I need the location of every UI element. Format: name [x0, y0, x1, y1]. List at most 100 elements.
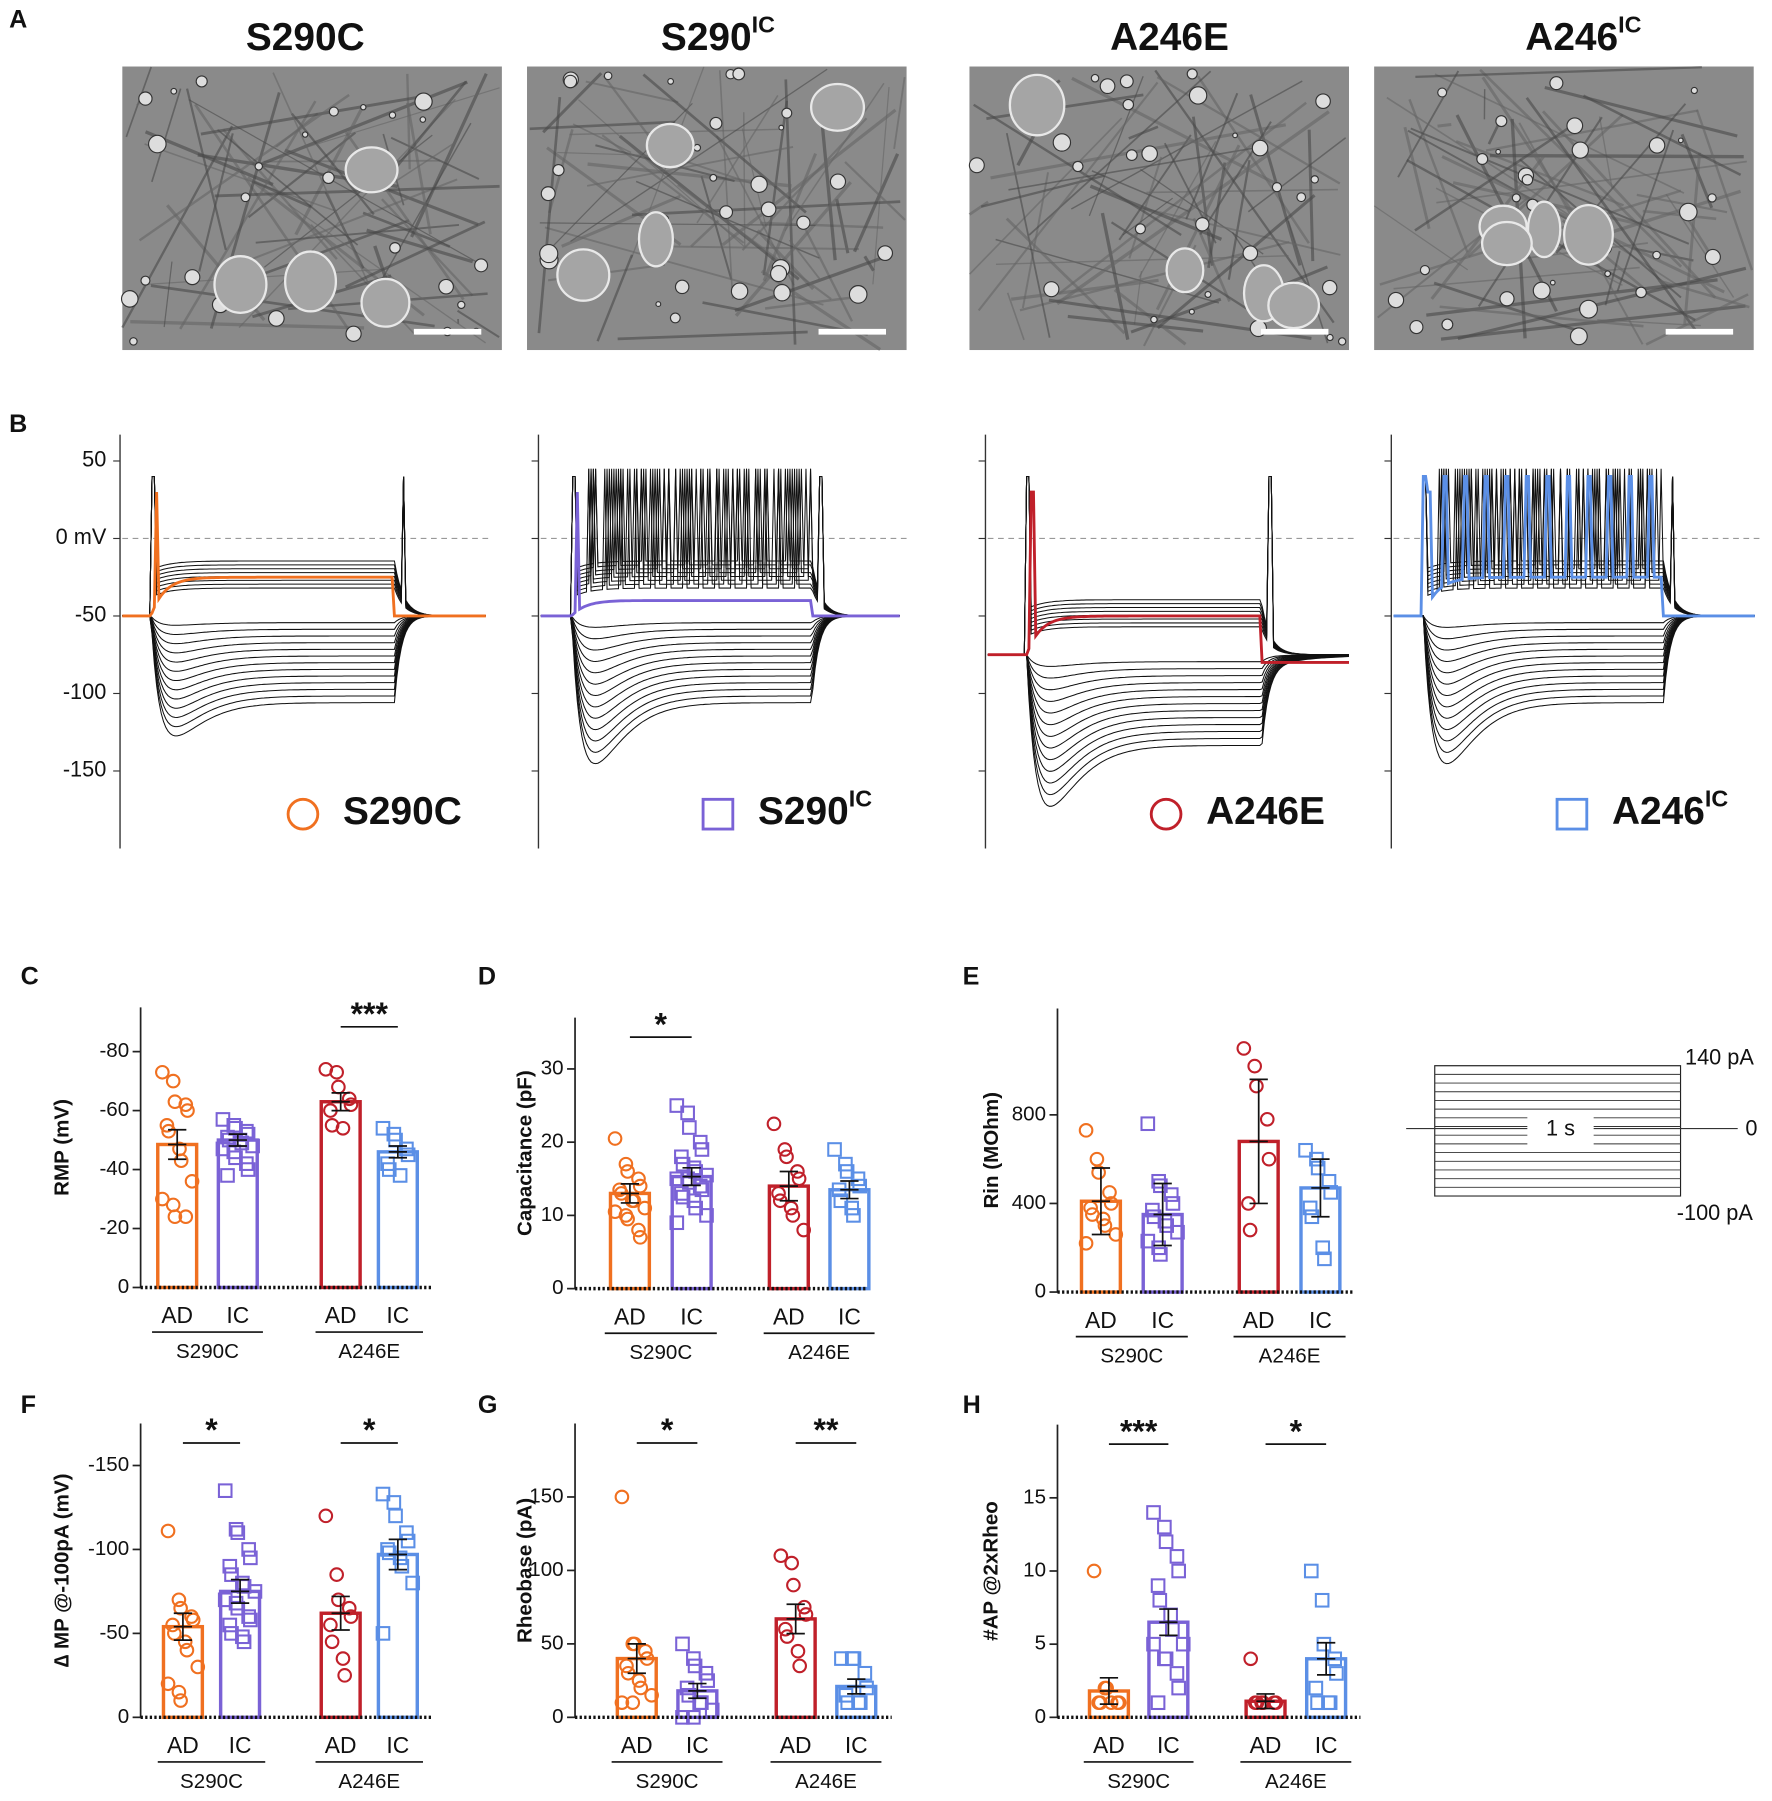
- legend-label: A246E: [1206, 790, 1325, 833]
- data-point: [341, 1600, 357, 1616]
- data-point: [682, 1120, 697, 1135]
- group-label: S290C: [180, 1770, 243, 1793]
- soma: [1563, 203, 1614, 266]
- neurite: [820, 118, 837, 261]
- legend-marker: [1555, 797, 1589, 831]
- y-tick-label: 50: [541, 1631, 564, 1654]
- cell: [540, 186, 556, 202]
- trace: [1393, 615, 1755, 651]
- y-tick-label: 50: [82, 447, 106, 472]
- cell: [603, 71, 613, 81]
- data-point: [179, 1642, 195, 1658]
- cell: [1441, 318, 1454, 331]
- data-point: [1268, 1695, 1284, 1711]
- neurite: [718, 70, 734, 299]
- bar: [216, 1138, 259, 1290]
- neurite: [288, 204, 487, 344]
- neurite: [653, 245, 860, 251]
- trace: [122, 615, 486, 718]
- trace: [122, 475, 486, 617]
- cell: [1569, 327, 1588, 346]
- data-point: [173, 1153, 189, 1169]
- data-point: [791, 1171, 807, 1187]
- data-point: [692, 1134, 708, 1150]
- cell: [968, 157, 985, 174]
- data-point: [228, 1521, 244, 1537]
- neurite: [1487, 124, 1500, 145]
- cell: [1195, 217, 1210, 232]
- legend-marker: [1149, 797, 1183, 831]
- group-label: A246E: [795, 1770, 857, 1793]
- cell: [1315, 93, 1331, 110]
- significance-label: *: [655, 1006, 668, 1042]
- legend-label-base: S290: [758, 790, 849, 833]
- cell: [1571, 141, 1589, 159]
- data-point: [343, 1097, 359, 1113]
- data-point: [1089, 1151, 1105, 1167]
- y-tick-label: 0: [118, 1705, 129, 1728]
- data-point: [331, 1079, 346, 1095]
- data-point: [1315, 1240, 1331, 1256]
- x-tick-label: AD: [161, 1302, 193, 1328]
- data-point: [1097, 1218, 1113, 1233]
- neurite: [721, 108, 897, 247]
- neurite: [968, 117, 1123, 275]
- data-point: [614, 1695, 630, 1710]
- neurite: [529, 120, 676, 131]
- neurite: [253, 180, 312, 209]
- cell: [1204, 290, 1212, 298]
- data-point: [1095, 1211, 1111, 1227]
- data-point: [1261, 1151, 1277, 1167]
- significance-label: *: [205, 1412, 218, 1448]
- trace: [1393, 615, 1755, 628]
- micrograph-title-base: A246: [1525, 16, 1618, 59]
- cell: [760, 201, 777, 218]
- neurite: [585, 80, 679, 104]
- neurite: [1541, 110, 1717, 299]
- data-point: [160, 1676, 176, 1692]
- data-point: [838, 1687, 854, 1703]
- y-axis-label: Rin (MOhm): [980, 1092, 1003, 1209]
- trace: [987, 654, 1350, 691]
- cell: [655, 301, 662, 308]
- cell: [667, 77, 675, 85]
- cell: [1495, 148, 1502, 155]
- neurite: [1414, 125, 1573, 232]
- neurite: [677, 183, 832, 300]
- data-point: [631, 1673, 647, 1688]
- data-point: [1099, 1680, 1114, 1696]
- data-point: [323, 1617, 338, 1633]
- neurite: [788, 239, 821, 280]
- cell: [1476, 153, 1489, 166]
- neurite: [617, 330, 808, 341]
- data-point: [792, 1658, 808, 1674]
- cell: [1134, 223, 1146, 235]
- cell: [360, 104, 367, 111]
- data-point: [388, 1508, 403, 1524]
- neurite: [214, 184, 500, 198]
- cell: [1043, 281, 1060, 298]
- data-point: [236, 1634, 252, 1650]
- cell: [240, 192, 251, 203]
- trace: [122, 475, 486, 617]
- micrograph-title: A246IC: [1525, 12, 1641, 60]
- y-tick-label: 0 mV: [56, 524, 107, 549]
- data-point: [686, 1193, 702, 1209]
- data-point: [614, 1489, 630, 1505]
- trace: [122, 475, 486, 617]
- soma: [344, 146, 399, 194]
- legend-label: A246IC: [1612, 786, 1728, 834]
- neurite: [1113, 288, 1187, 346]
- data-point: [1236, 1041, 1252, 1056]
- neurite: [1247, 137, 1347, 213]
- data-point: [698, 1665, 714, 1681]
- neurite: [390, 136, 480, 180]
- neurite: [1142, 207, 1341, 256]
- protocol-label: 0: [1745, 1115, 1757, 1140]
- neurite: [366, 228, 474, 264]
- neurite: [294, 106, 364, 236]
- cell: [1310, 175, 1319, 184]
- cell: [140, 275, 151, 286]
- x-tick-label: AD: [325, 1732, 357, 1758]
- cell: [120, 290, 139, 308]
